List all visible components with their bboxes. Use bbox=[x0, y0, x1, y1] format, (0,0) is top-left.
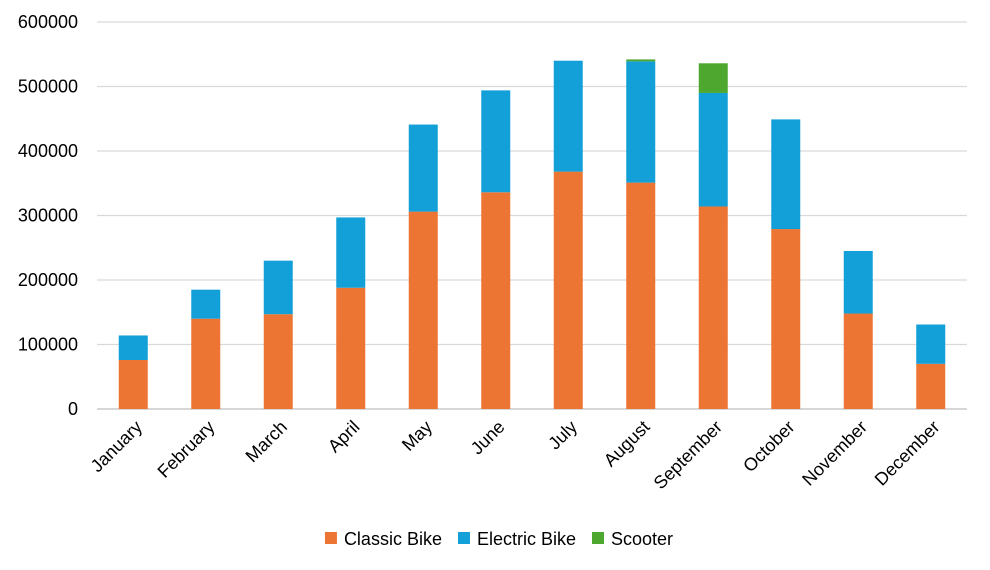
bar-segment-classic-bike bbox=[916, 363, 946, 409]
y-tick-label: 500000 bbox=[18, 77, 78, 97]
y-tick-label: 400000 bbox=[18, 141, 78, 161]
bar-segment-electric-bike bbox=[336, 217, 366, 288]
x-tick-label: January bbox=[87, 417, 146, 476]
x-tick-label: April bbox=[324, 417, 364, 457]
y-tick-label: 100000 bbox=[18, 335, 78, 355]
bar-segment-electric-bike bbox=[118, 335, 148, 360]
y-tick-label: 0 bbox=[68, 399, 78, 419]
bar-segment-electric-bike bbox=[553, 60, 583, 172]
bar-segment-electric-bike bbox=[263, 260, 293, 315]
legend-label: Classic Bike bbox=[344, 529, 442, 549]
x-tick-label: June bbox=[467, 417, 509, 459]
legend-swatch bbox=[324, 532, 337, 544]
gridlines bbox=[97, 21, 967, 410]
x-tick-label: October bbox=[739, 417, 798, 476]
bar-segment-electric-bike bbox=[408, 124, 438, 212]
legend-label: Electric Bike bbox=[477, 529, 576, 549]
legend-item-electric-bike: Electric Bike bbox=[457, 529, 576, 549]
y-axis-tick-labels: 0 100000 200000 300000 400000 500000 600000 bbox=[18, 12, 78, 419]
bar-segment-classic-bike bbox=[118, 359, 148, 409]
legend: Classic Bike Electric Bike Scooter bbox=[324, 529, 673, 549]
x-tick-label: August bbox=[600, 417, 654, 471]
x-tick-label: December bbox=[871, 417, 944, 490]
legend-label: Scooter bbox=[611, 529, 673, 549]
y-tick-label: 300000 bbox=[18, 206, 78, 226]
bar-segment-classic-bike bbox=[191, 318, 221, 409]
bar-segment-classic-bike bbox=[481, 192, 511, 409]
bar-segment-classic-bike bbox=[843, 313, 873, 409]
x-tick-label: November bbox=[798, 417, 871, 490]
bar-segment-scooter bbox=[626, 59, 656, 62]
legend-item-scooter: Scooter bbox=[592, 529, 673, 549]
x-axis-tick-labels: January February March April May June July Augu… bbox=[87, 417, 944, 493]
bar-segment-electric-bike bbox=[481, 90, 511, 193]
bar-segment-electric-bike bbox=[916, 324, 946, 364]
bar-segment-electric-bike bbox=[843, 250, 873, 314]
y-tick-label: 600000 bbox=[18, 12, 78, 32]
x-tick-label: September bbox=[650, 417, 726, 493]
bar-segment-scooter bbox=[698, 63, 728, 93]
x-tick-label: March bbox=[242, 417, 292, 467]
x-tick-label: July bbox=[544, 417, 581, 454]
bar-segment-classic-bike bbox=[553, 171, 583, 409]
bar-segment-classic-bike bbox=[263, 314, 293, 409]
bar-segment-electric-bike bbox=[771, 119, 801, 230]
y-tick-label: 200000 bbox=[18, 270, 78, 290]
x-tick-label: February bbox=[154, 417, 219, 482]
bar-segment-classic-bike bbox=[336, 287, 366, 409]
bar-segment-classic-bike bbox=[698, 206, 728, 409]
bar-segment-electric-bike bbox=[626, 61, 656, 183]
x-tick-label: May bbox=[398, 417, 436, 455]
legend-swatch bbox=[457, 532, 470, 544]
bar-segment-electric-bike bbox=[698, 92, 728, 207]
bars bbox=[118, 59, 946, 409]
bar-segment-classic-bike bbox=[771, 229, 801, 409]
legend-item-classic-bike: Classic Bike bbox=[324, 529, 442, 549]
bar-segment-classic-bike bbox=[626, 182, 656, 409]
bar-segment-classic-bike bbox=[408, 211, 438, 409]
legend-swatch bbox=[592, 532, 605, 544]
bar-segment-electric-bike bbox=[191, 289, 221, 319]
